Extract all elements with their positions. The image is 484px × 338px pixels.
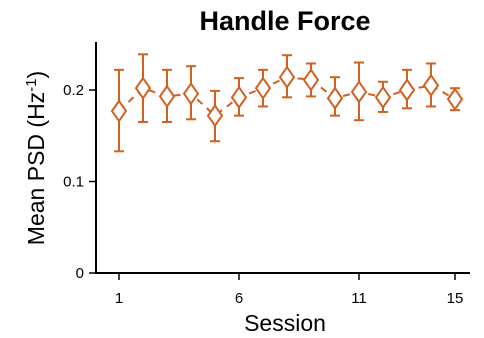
data-point — [302, 68, 320, 92]
x-tick-label: 6 — [235, 290, 243, 307]
y-axis-label-main: Mean PSD (Hz — [23, 92, 49, 245]
data-point — [446, 87, 464, 111]
y-tick-label: 0.1 — [63, 174, 84, 191]
x-tick-label: 11 — [351, 290, 367, 307]
chart-title: Handle Force — [199, 6, 370, 36]
data-point — [278, 65, 296, 89]
data-point — [398, 78, 416, 102]
y-tick-label: 0.2 — [63, 82, 84, 99]
svg-text:Mean PSD (Hz-1): Mean PSD (Hz-1) — [23, 71, 50, 245]
data-point — [134, 76, 152, 100]
x-axis-label: Session — [244, 310, 326, 336]
x-tick-label: 15 — [447, 290, 464, 307]
y-axis-label-sup: -1 — [23, 78, 40, 91]
y-axis-label: Mean PSD (Hz-1) — [23, 71, 50, 245]
data-point — [182, 81, 200, 106]
data-point — [326, 86, 344, 110]
data-point — [254, 76, 272, 100]
x-ticks: 1 6 11 15 — [115, 273, 464, 307]
y-tick-label: 0 — [76, 265, 84, 282]
data-point — [110, 99, 128, 123]
data-point — [158, 84, 176, 109]
x-tick-label: 1 — [115, 290, 123, 307]
data-point — [350, 80, 368, 104]
data-point — [230, 85, 248, 110]
data-point — [422, 73, 440, 98]
y-ticks: 0 0.1 0.2 — [63, 82, 96, 282]
data-point — [374, 85, 392, 110]
plot-area — [110, 53, 464, 153]
data-point — [206, 103, 224, 128]
y-axis-label-close: ) — [23, 71, 49, 79]
